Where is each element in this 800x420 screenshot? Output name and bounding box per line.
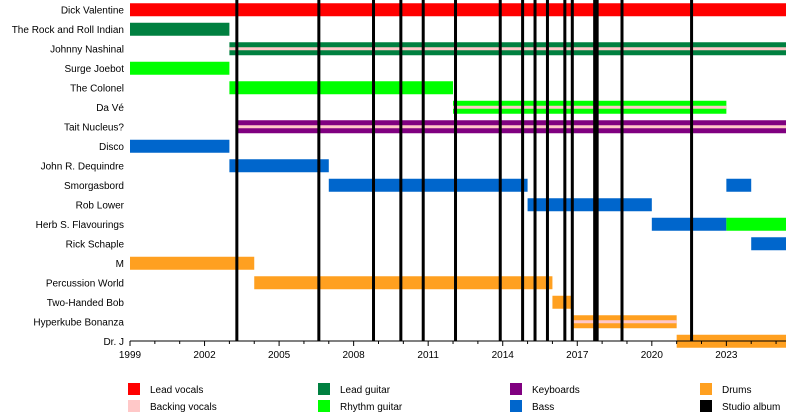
- x-tick-label: 2023: [715, 350, 738, 361]
- legend-label-bass: Bass: [532, 402, 554, 413]
- legend-label-drums: Drums: [722, 385, 751, 396]
- member-name-the-rock-and-roll-indian: The Rock and Roll Indian: [12, 25, 124, 36]
- x-tick-label: 2017: [566, 350, 589, 361]
- bar-smorgasbord-bass: [328, 178, 528, 192]
- member-name-da-v: Da Vé: [96, 103, 124, 114]
- bar-surge-joebot-rhythm-guitar: [130, 61, 230, 75]
- legend-label-rhythm-guitar: Rhythm guitar: [340, 402, 403, 413]
- member-names: Dick Valentine The Rock and Roll Indian Jo…: [12, 5, 125, 348]
- member-bars: [130, 3, 787, 348]
- member-name-hyperkube-bonanza: Hyperkube Bonanza: [33, 317, 124, 328]
- legend-label-lead-guitar: Lead guitar: [340, 385, 391, 396]
- bar-the-rock-and-roll-indian-lead-guitar: [130, 22, 230, 36]
- legend-swatch-backing-vocals: [128, 400, 140, 412]
- member-name-johnny-nashinal: Johnny Nashinal: [50, 44, 124, 55]
- member-name-smorgasbord: Smorgasbord: [64, 181, 124, 192]
- bar-john-r-dequindre-bass: [229, 159, 329, 173]
- stripe-da-v-backing-vocals: [453, 105, 727, 109]
- member-name-dick-valentine: Dick Valentine: [61, 5, 125, 16]
- x-tick-label: 1999: [119, 350, 142, 361]
- member-name-john-r-dequindre: John R. Dequindre: [41, 161, 125, 172]
- member-name-the-colonel: The Colonel: [70, 83, 124, 94]
- x-axis: 1999 2002 2005 2008 2011 2014 2017 2020 2023: [119, 340, 786, 361]
- x-tick-label: 2005: [268, 350, 291, 361]
- x-tick-label: 2008: [343, 350, 366, 361]
- legend-swatch-rhythm-guitar: [318, 400, 330, 412]
- bar-herb-s-flavourings-bass: [651, 217, 727, 231]
- legend-swatch-lead-guitar: [318, 383, 330, 395]
- bar-dick-valentine-lead-vocals: [130, 3, 786, 17]
- member-name-surge-joebot: Surge Joebot: [65, 64, 125, 75]
- legend: Lead vocals Backing vocals Lead guitar Rhyt…: [128, 383, 780, 413]
- bar-the-colonel-rhythm-guitar: [229, 81, 454, 95]
- member-name-percussion-world: Percussion World: [46, 278, 124, 289]
- legend-swatch-studio-album: [700, 400, 712, 412]
- bar-two-handed-bob-drums: [552, 295, 573, 309]
- member-name-two-handed-bob: Two-Handed Bob: [47, 298, 125, 309]
- legend-swatch-bass: [510, 400, 522, 412]
- stripe-hyperkube-bonanza-backing-vocals: [572, 320, 677, 324]
- member-name-m: M: [116, 259, 124, 270]
- bar-smorgasbord-bass: [726, 178, 752, 192]
- member-name-dr-j: Dr. J: [103, 337, 124, 348]
- legend-label-lead-vocals: Lead vocals: [150, 385, 203, 396]
- studio-album-lines: [235, 0, 694, 341]
- stripe-tait-nucleus-backing-vocals: [236, 125, 786, 129]
- x-tick-label: 2002: [193, 350, 216, 361]
- bar-percussion-world-drums: [254, 276, 553, 290]
- bar-disco-bass: [130, 139, 230, 153]
- bar-m-drums: [130, 256, 255, 270]
- member-name-rick-schaple: Rick Schaple: [66, 239, 125, 250]
- member-name-rob-lower: Rob Lower: [76, 200, 125, 211]
- legend-swatch-keyboards: [510, 383, 522, 395]
- bar-herb-s-flavourings-rhythm-guitar: [726, 217, 786, 231]
- x-tick-label: 2020: [641, 350, 664, 361]
- legend-label-backing-vocals: Backing vocals: [150, 402, 217, 413]
- legend-label-keyboards: Keyboards: [532, 385, 580, 396]
- legend-swatch-lead-vocals: [128, 383, 140, 395]
- member-name-tait-nucleus: Tait Nucleus?: [64, 122, 124, 133]
- x-tick-label: 2011: [417, 350, 439, 361]
- member-name-disco: Disco: [99, 142, 124, 153]
- legend-label-studio-album: Studio album: [722, 402, 780, 413]
- legend-swatch-drums: [700, 383, 712, 395]
- x-tick-label: 2014: [492, 350, 515, 361]
- member-name-herb-s-flavourings: Herb S. Flavourings: [36, 220, 124, 231]
- stripe-johnny-nashinal-backing-vocals: [229, 47, 787, 51]
- bar-rick-schaple-bass: [751, 237, 786, 251]
